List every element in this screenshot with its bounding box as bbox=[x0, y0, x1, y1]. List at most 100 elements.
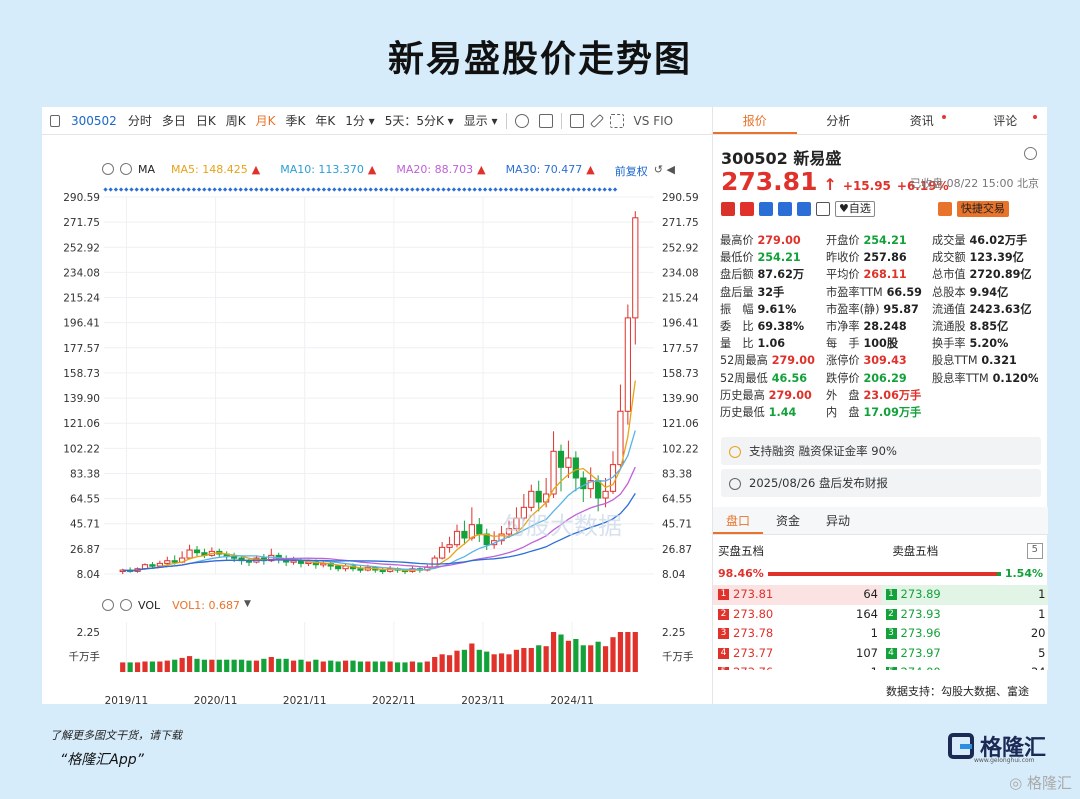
marker-dot bbox=[233, 187, 238, 192]
volume-bar bbox=[209, 659, 215, 672]
tab-funds[interactable]: 资金 bbox=[775, 514, 800, 528]
stat-label: 成交量 bbox=[932, 234, 966, 247]
candle-body bbox=[446, 544, 453, 548]
adjust-button[interactable]: 前复权 bbox=[614, 165, 648, 178]
marker-dot bbox=[264, 187, 269, 192]
volume-bar bbox=[149, 661, 156, 672]
volume-bar bbox=[380, 661, 386, 672]
draw-icon[interactable] bbox=[589, 113, 604, 128]
tab-analysis[interactable]: 分析 bbox=[826, 114, 851, 128]
tab-news[interactable]: 资讯 bbox=[880, 107, 964, 134]
stat-cell: 历史最低 1.44 bbox=[720, 404, 826, 421]
marker-dot bbox=[404, 187, 410, 192]
marker-dot bbox=[524, 187, 529, 192]
marker-dot bbox=[176, 187, 181, 192]
period-quarter-k[interactable]: 季K bbox=[285, 114, 306, 128]
stat-value: 268.11 bbox=[859, 268, 907, 282]
close-icon[interactable] bbox=[120, 163, 132, 175]
stat-value: 279.00 bbox=[767, 354, 815, 368]
marker-dot bbox=[118, 187, 124, 192]
period-intraday[interactable]: 分时 bbox=[127, 114, 152, 128]
order-qty: 1 bbox=[823, 663, 878, 670]
period-month-k[interactable]: 月K bbox=[255, 114, 276, 128]
stat-value: 0.321 bbox=[977, 354, 1017, 368]
candle-body bbox=[193, 549, 201, 554]
settings-icon[interactable] bbox=[514, 113, 529, 128]
marker-dot bbox=[373, 187, 379, 192]
tag-icon[interactable] bbox=[797, 202, 811, 216]
volume-bar bbox=[216, 659, 222, 672]
candle-body bbox=[156, 562, 163, 567]
marker-dot bbox=[436, 187, 441, 192]
bell-icon[interactable] bbox=[937, 202, 952, 216]
fullscreen-icon[interactable] bbox=[609, 113, 624, 128]
book-row: 2 273.80 164 2 273.93 1 bbox=[713, 604, 1048, 624]
sidebar-toggle-icon[interactable] bbox=[50, 114, 60, 127]
shuffle-icon[interactable] bbox=[759, 202, 773, 216]
stats-row: 振 幅 9.61% 市盈率(静) 95.87 流通值 2423.63亿 bbox=[720, 301, 1045, 318]
kline-chart: 290.59 290.59 271.75 271.75 252.92 252.92 234.… bbox=[63, 187, 699, 704]
volume-bar bbox=[268, 657, 274, 672]
order-price: 274.00 bbox=[901, 663, 991, 670]
quick-trade-button[interactable]: 快捷交易 bbox=[956, 201, 1009, 217]
report-info[interactable]: 2025/08/26 盘后发布财报 bbox=[721, 469, 1041, 497]
vol-tick-label: 2.25 bbox=[77, 627, 100, 639]
volume-bar bbox=[179, 657, 185, 672]
ask-level: 4 273.97 5 bbox=[880, 643, 1048, 663]
volume-bar bbox=[432, 657, 438, 672]
level-badge: 5 bbox=[718, 667, 729, 670]
settings-icon[interactable] bbox=[102, 599, 114, 611]
chart-watermark: 勾股大数据 bbox=[502, 512, 622, 540]
compare-button[interactable]: VS FIO bbox=[633, 113, 674, 128]
back-icon[interactable]: ↺ ◀ bbox=[653, 163, 675, 176]
stat-cell: 涨停价 309.43 bbox=[826, 352, 932, 369]
depth-select[interactable]: 5 bbox=[1026, 543, 1043, 559]
dropdown-icon[interactable]: ▼ bbox=[243, 599, 251, 609]
period-1min[interactable]: 1分 ▾ bbox=[345, 114, 375, 128]
marker-dot bbox=[503, 187, 509, 192]
lightning-icon[interactable] bbox=[740, 202, 754, 216]
level-badge: 4 bbox=[885, 647, 897, 659]
y-tick-label: 45.71 bbox=[662, 519, 692, 531]
favorite-button[interactable]: ♥自选 bbox=[835, 201, 875, 217]
tab-events[interactable]: 异动 bbox=[825, 514, 850, 528]
tab-book[interactable]: 盘口 bbox=[713, 507, 763, 534]
margin-info[interactable]: 支持融资 融资保证金率 90% bbox=[721, 437, 1041, 465]
marker-dot bbox=[337, 187, 342, 192]
period-day-k[interactable]: 日K bbox=[195, 114, 216, 128]
y-tick-label: 196.41 bbox=[63, 318, 100, 330]
period-week-k[interactable]: 周K bbox=[225, 114, 246, 128]
stat-value: 95.87 bbox=[879, 302, 919, 316]
marker-dot bbox=[597, 187, 602, 192]
stat-value: 69.38% bbox=[753, 320, 805, 334]
camera-icon[interactable] bbox=[569, 113, 584, 128]
settings-icon[interactable] bbox=[102, 163, 114, 175]
marker-dot bbox=[103, 187, 108, 192]
order-qty: 164 bbox=[856, 606, 878, 621]
logo-icon bbox=[948, 733, 974, 759]
tab-comments[interactable]: 评论 bbox=[964, 107, 1048, 134]
volume-bar bbox=[253, 660, 260, 672]
stat-value: 279.00 bbox=[753, 234, 801, 247]
display-select[interactable]: 显示 ▾ bbox=[463, 114, 498, 128]
period-year-k[interactable]: 年K bbox=[315, 114, 336, 128]
doc-icon[interactable] bbox=[816, 202, 830, 216]
settings-icon[interactable] bbox=[1024, 147, 1037, 160]
stat-label: 委 比 bbox=[720, 320, 754, 334]
close-icon[interactable] bbox=[120, 599, 132, 611]
marker-dot bbox=[300, 187, 306, 192]
stock-code[interactable]: 300502 bbox=[71, 113, 117, 128]
volume-bar bbox=[454, 650, 460, 672]
tab-quote[interactable]: 报价 bbox=[713, 107, 797, 134]
bid-level: 2 273.80 164 bbox=[713, 604, 881, 624]
volume-bar bbox=[558, 634, 564, 672]
volume-bar bbox=[573, 639, 579, 672]
dollar-icon[interactable] bbox=[778, 202, 792, 216]
layout-icon[interactable] bbox=[538, 113, 553, 128]
y-tick-label: 271.75 bbox=[662, 217, 699, 229]
period-multiday[interactable]: 多日 bbox=[161, 114, 186, 128]
y-tick-label: 252.92 bbox=[662, 242, 699, 254]
period-5day-select[interactable]: 5天：5分K ▾ bbox=[384, 114, 454, 128]
volume-bar bbox=[231, 659, 237, 672]
volume-bar bbox=[276, 658, 282, 672]
